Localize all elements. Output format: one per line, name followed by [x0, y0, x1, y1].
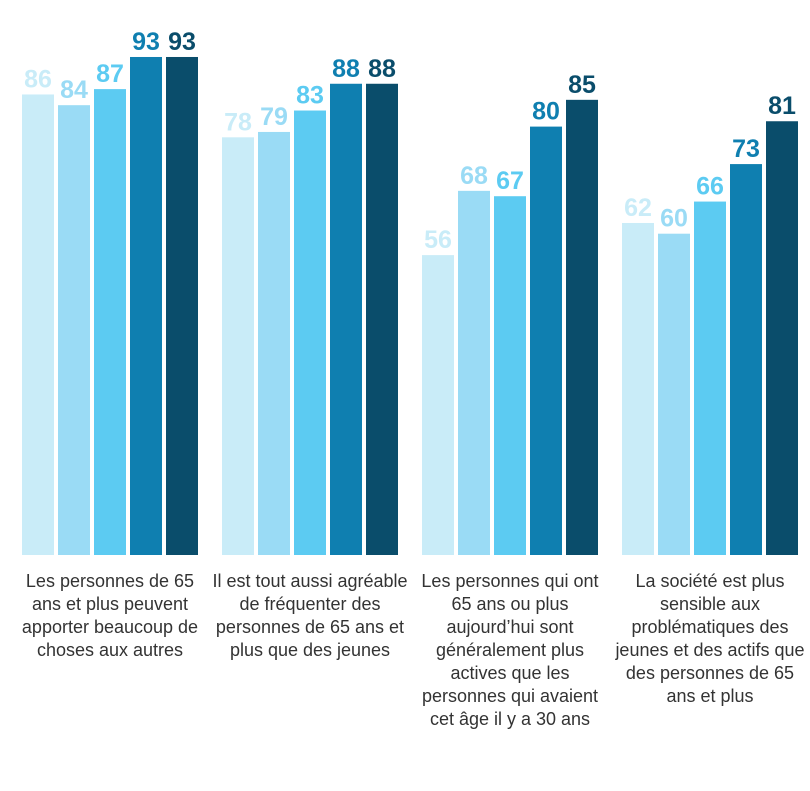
value-label: 84 [60, 76, 88, 104]
bar [294, 110, 326, 555]
value-label: 80 [532, 98, 560, 126]
bar [658, 233, 690, 555]
bar [422, 255, 454, 555]
bar [730, 164, 762, 555]
category-label: La société est plus sensible aux problém… [615, 571, 805, 706]
value-label: 88 [368, 55, 396, 83]
bar [366, 83, 398, 555]
value-label: 66 [696, 173, 724, 201]
bar [694, 201, 726, 555]
category-label: Les personnes de 65 ans et plus peuvent … [21, 571, 199, 660]
bar [222, 137, 254, 555]
bar [566, 99, 598, 555]
value-label: 85 [568, 71, 596, 99]
value-label: 73 [732, 135, 760, 163]
bar [94, 89, 126, 556]
bar [330, 83, 362, 555]
bar [166, 56, 198, 556]
value-label: 83 [296, 82, 324, 110]
bar [130, 56, 162, 556]
value-label: 93 [132, 28, 160, 56]
bar [258, 131, 290, 555]
category-label: Il est tout aussi agréable de fréquenter… [212, 571, 408, 660]
value-label: 67 [496, 167, 524, 195]
bar [58, 105, 90, 556]
category-label: Les personnes qui ont 65 ans ou plus auj… [421, 571, 599, 729]
bar [494, 196, 526, 555]
bar [530, 126, 562, 555]
value-label: 68 [460, 162, 488, 190]
value-label: 81 [768, 92, 796, 120]
value-label: 56 [424, 226, 452, 254]
bar [458, 190, 490, 556]
value-label: 79 [260, 103, 288, 131]
value-label: 87 [96, 60, 124, 88]
value-label: 62 [624, 194, 652, 222]
value-label: 86 [24, 65, 52, 93]
value-label: 93 [168, 28, 196, 56]
value-label: 60 [660, 205, 688, 233]
value-label: 78 [224, 108, 252, 136]
bar [622, 222, 654, 556]
value-label: 88 [332, 55, 360, 83]
bar [766, 121, 798, 556]
bar [22, 94, 54, 555]
